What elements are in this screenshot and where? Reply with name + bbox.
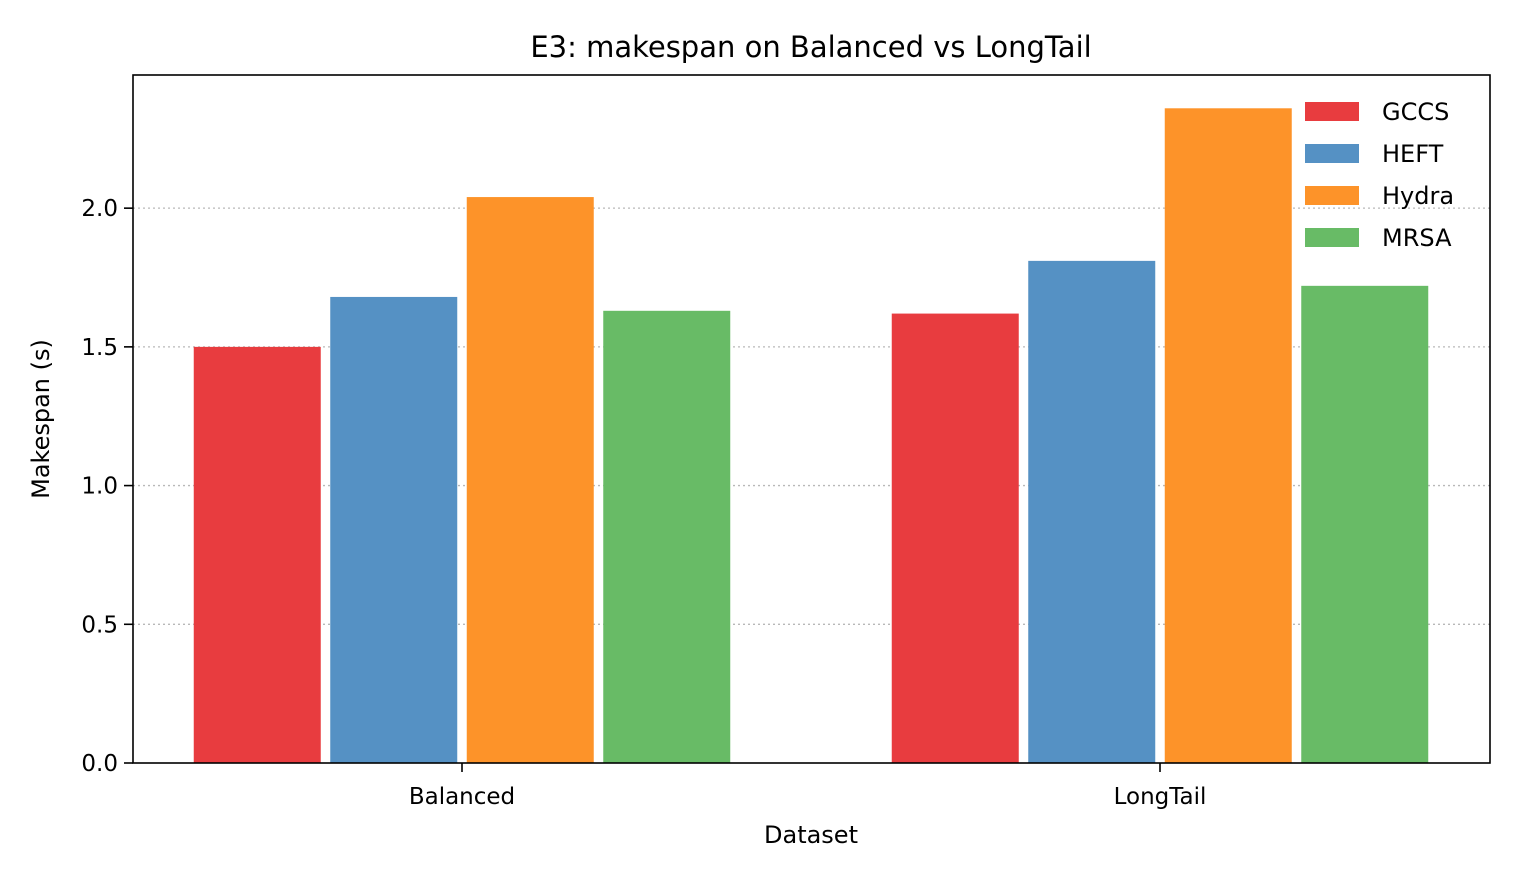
y-axis-ticks: 0.0 0.5 1.0 1.5 2.0 (81, 196, 133, 777)
legend: GCCS HEFT Hydra MRSA (1305, 98, 1454, 252)
y-tick-label: 0.0 (81, 751, 118, 777)
bar-hydra-longtail (1164, 108, 1292, 763)
x-axis-ticks: Balanced LongTail (409, 763, 1207, 810)
chart-title: E3: makespan on Balanced vs LongTail (530, 30, 1091, 64)
y-tick-label: 0.5 (81, 612, 118, 638)
y-tick-label: 1.0 (81, 474, 118, 500)
x-tick-label: Balanced (409, 784, 515, 810)
y-axis-label: Makespan (s) (27, 339, 55, 499)
legend-label-heft: HEFT (1382, 140, 1444, 168)
bar-heft-balanced (330, 296, 458, 763)
bar-hydra-balanced (466, 197, 594, 763)
y-tick-label: 2.0 (81, 196, 118, 222)
bar-gccs-longtail (891, 313, 1019, 763)
bar-heft-longtail (1028, 260, 1156, 763)
bar-mrsa-longtail (1301, 285, 1429, 763)
bars (193, 108, 1429, 763)
y-tick-label: 1.5 (81, 335, 118, 361)
x-axis-label: Dataset (764, 821, 858, 849)
x-tick-label: LongTail (1114, 784, 1207, 810)
plot-frame (132, 74, 1491, 764)
legend-swatch-mrsa (1305, 228, 1359, 247)
bar-mrsa-balanced (603, 310, 731, 763)
legend-label-hydra: Hydra (1382, 182, 1454, 210)
legend-swatch-heft (1305, 144, 1359, 163)
bar-gccs-balanced (193, 346, 321, 763)
legend-label-gccs: GCCS (1382, 98, 1449, 126)
legend-swatch-hydra (1305, 186, 1359, 205)
legend-label-mrsa: MRSA (1382, 224, 1452, 252)
legend-swatch-gccs (1305, 102, 1359, 121)
